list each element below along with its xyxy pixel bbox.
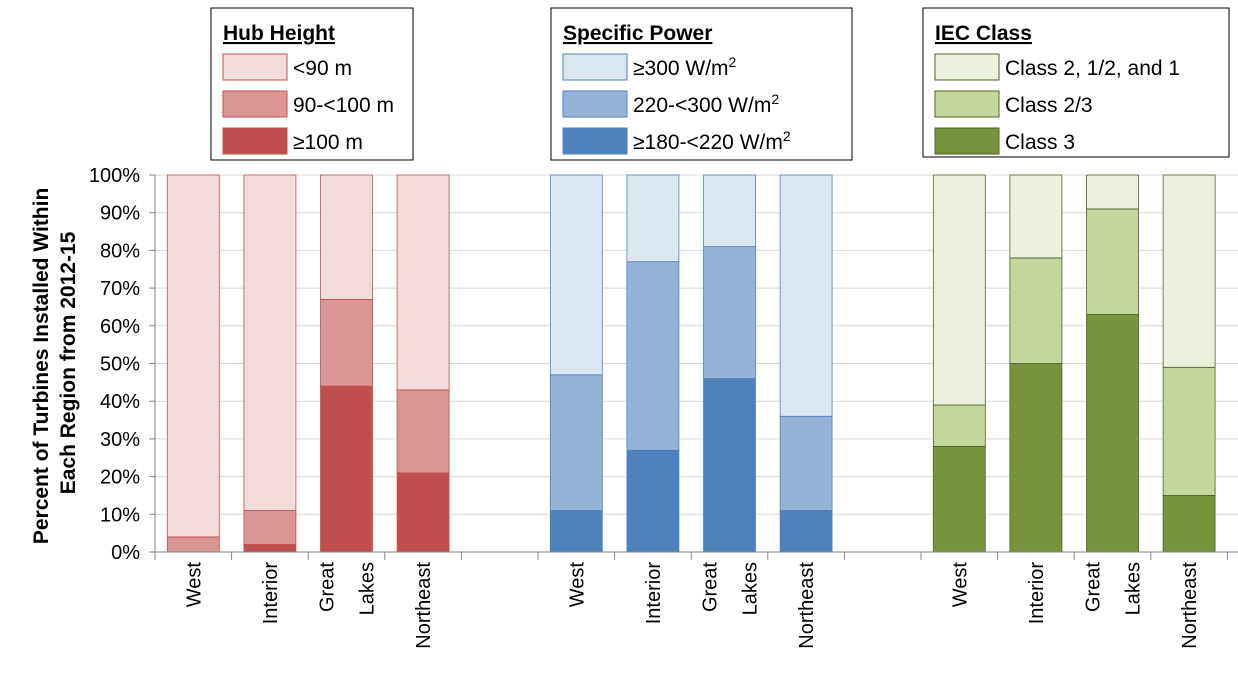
bar-segment (779, 415, 833, 511)
x-tick-label: Northeast (413, 562, 435, 649)
bar-segment (166, 536, 220, 553)
bar-segment (1162, 174, 1216, 368)
bar-segment (932, 174, 986, 406)
y-axis-label-line-1: Percent of Turbines Installed Within (30, 188, 53, 544)
bar-segment (1162, 366, 1216, 496)
y-tick-labels: 0% 10% 20% 30% 40% 50% 60% 70% 80% 90% 100% (89, 165, 140, 564)
legend-swatch (934, 90, 1000, 118)
legend-label: Class 2/3 (1005, 94, 1093, 117)
axes (149, 174, 1238, 560)
bar-segment (549, 174, 603, 376)
x-tick-label: Northeast (796, 562, 818, 649)
legends: Hub Height <90 m 90-<100 m ≥100 m Specific P… (210, 7, 1230, 161)
y-tick-label: 50% (100, 354, 140, 376)
legend-swatch (222, 53, 288, 81)
bar-segment (396, 389, 450, 474)
bar-segment (1009, 174, 1063, 259)
x-tick-label: West (183, 562, 205, 608)
legend-swatch (934, 53, 1000, 81)
legend-label: ≥300 W/m2 (633, 54, 737, 80)
legend-label: ≥100 m (293, 131, 363, 154)
bar-segment (626, 174, 680, 263)
y-tick-label: 40% (100, 391, 140, 413)
bars (166, 174, 1216, 553)
legend-title: Specific Power (563, 22, 712, 45)
bar-segment (1009, 363, 1063, 553)
bar-segment (1086, 208, 1139, 315)
legend-label: 220-<300 W/m2 (633, 91, 779, 117)
y-tick-label: 60% (100, 316, 140, 338)
x-tick-label: West (566, 562, 588, 608)
x-tick-label: Great Lakes (700, 562, 762, 616)
legend-0: Hub Height <90 m 90-<100 m ≥100 m (210, 7, 414, 161)
bar-segment (320, 299, 373, 387)
bar-segment (396, 472, 450, 553)
legend-label: Class 3 (1005, 131, 1075, 154)
legend-swatch (222, 127, 288, 155)
bar-segment (932, 404, 986, 447)
x-tick-label: Interior (643, 562, 665, 625)
legend-swatch (562, 127, 628, 155)
legend-title: Hub Height (223, 22, 335, 45)
bar-segment (243, 544, 297, 553)
bar-segment (1009, 257, 1063, 364)
legend-swatch (562, 90, 628, 118)
bar-segment (549, 374, 603, 511)
y-tick-label: 30% (100, 429, 140, 451)
bar-segment (549, 510, 603, 553)
bar-segment (932, 446, 986, 553)
legend-1: Specific Power ≥300 W/m2 220-<300 W/m2 ≥180… (550, 7, 853, 161)
bar-segment (703, 246, 756, 379)
legend-label: Class 2, 1/2, and 1 (1005, 57, 1180, 80)
legend-swatch (934, 127, 1000, 155)
gridlines (155, 174, 1238, 515)
bar-segment (626, 261, 680, 451)
legend-label: <90 m (293, 57, 352, 80)
y-tick-label: 100% (89, 165, 140, 187)
x-tick-labels: West Interior Great Lakes Northeast West Inter… (183, 562, 1201, 649)
x-tick-label: Interior (260, 562, 282, 625)
legend-label: ≥180-<220 W/m2 (633, 128, 791, 154)
bar-segment (1086, 314, 1139, 553)
bar-segment (779, 174, 833, 417)
legend-swatch (222, 90, 288, 118)
bar-segment (1086, 174, 1139, 210)
bar-segment (166, 174, 220, 538)
legend-title: IEC Class (935, 22, 1032, 45)
bar-segment (243, 174, 297, 511)
x-tick-label: West (949, 562, 971, 608)
y-axis-label: Percent of Turbines Installed Within Eac… (30, 182, 80, 544)
bar-segment (1162, 495, 1216, 553)
y-tick-label: 90% (100, 203, 140, 225)
bar-segment (703, 174, 756, 248)
bar-segment (703, 378, 756, 553)
legend-swatch (562, 53, 628, 81)
y-tick-label: 80% (100, 240, 140, 262)
x-tick-label: Great Lakes (317, 562, 379, 616)
y-tick-label: 70% (100, 278, 140, 300)
x-tick-label: Northeast (1179, 562, 1201, 649)
x-tick-label: Great Lakes (1083, 562, 1145, 616)
y-tick-label: 0% (111, 542, 140, 564)
bar-segment (320, 174, 373, 300)
y-tick-label: 10% (100, 504, 140, 526)
bar-segment (320, 385, 373, 553)
y-tick-label: 20% (100, 467, 140, 489)
bar-segment (779, 510, 833, 553)
bar-segment (243, 510, 297, 545)
x-tick-label: Interior (1026, 562, 1048, 625)
legend-2: IEC Class Class 2, 1/2, and 1 Class 2/3 Cla… (922, 7, 1230, 158)
bar-segment (396, 174, 450, 391)
bar-segment (626, 449, 680, 553)
y-axis-label-line-2: Each Region from 2012-15 (57, 231, 80, 494)
legend-label: 90-<100 m (293, 94, 394, 117)
